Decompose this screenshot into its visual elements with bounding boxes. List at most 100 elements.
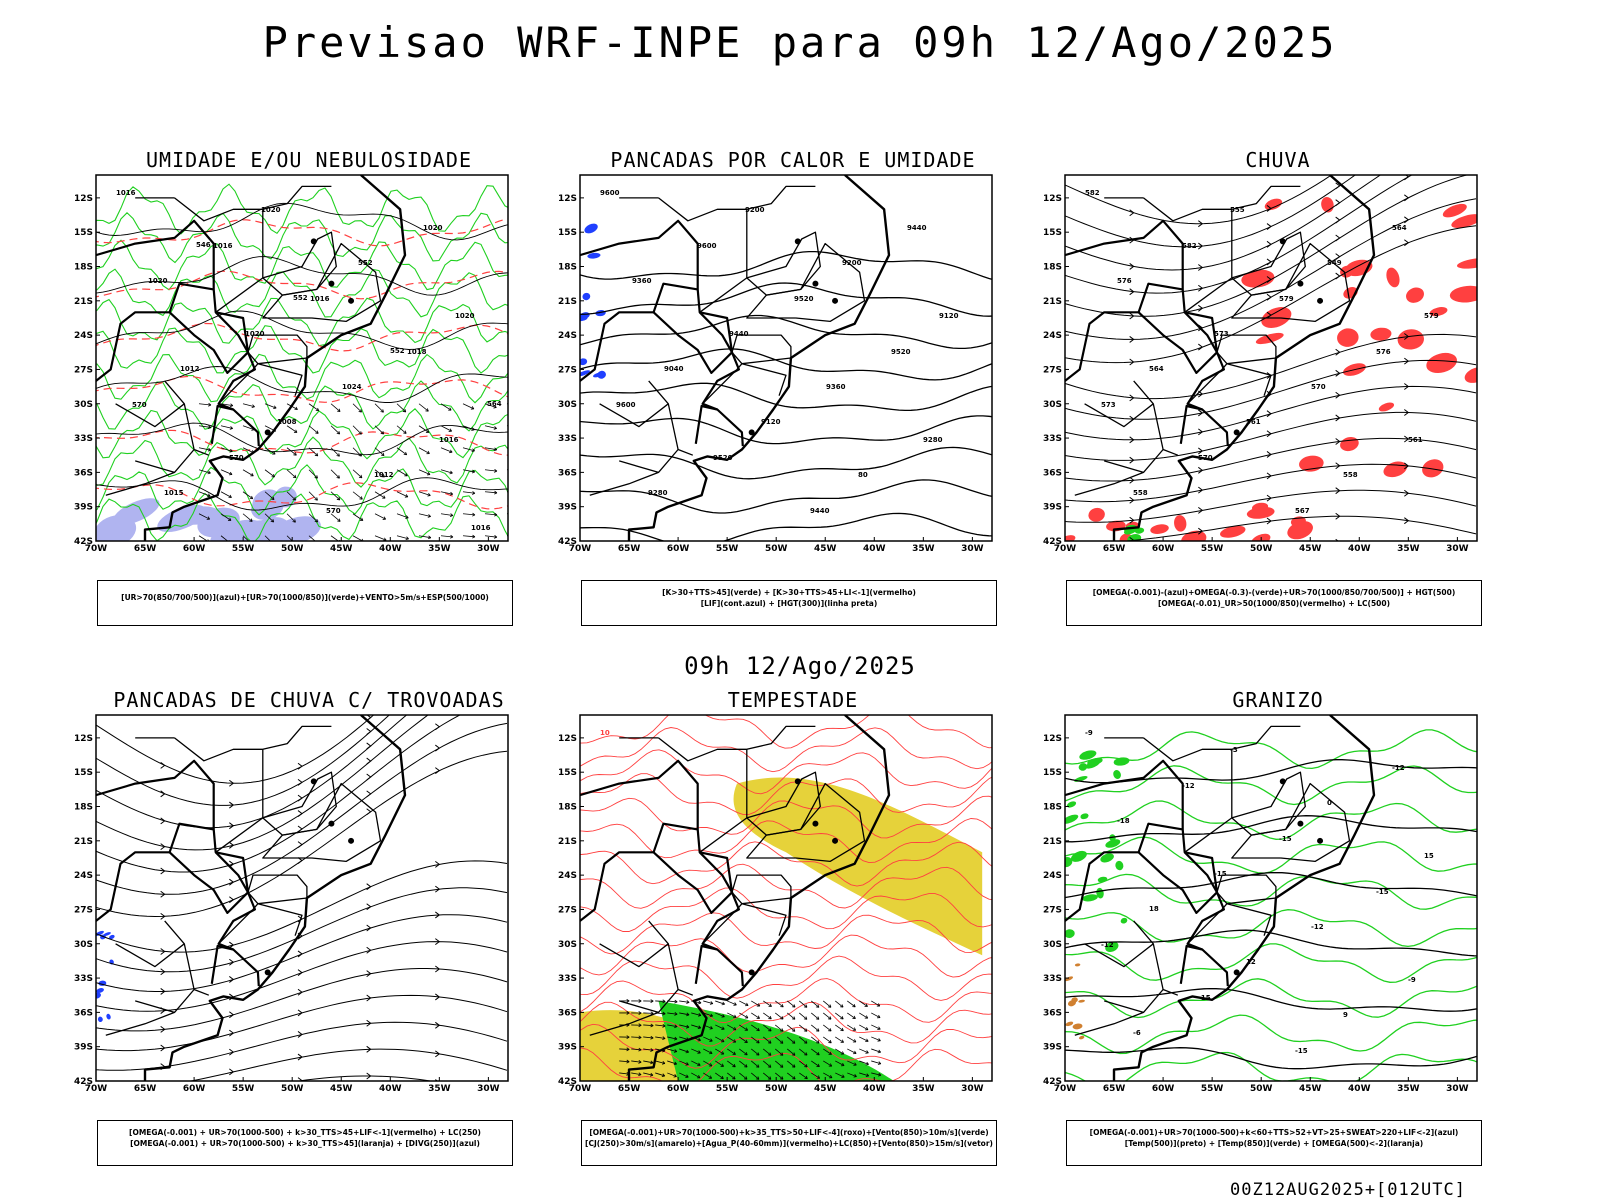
state-border (218, 363, 303, 405)
wind-vector-head (426, 471, 431, 476)
shaded-area (1174, 515, 1187, 532)
wind-vector-head (791, 1040, 796, 1044)
wind-vector-head (779, 1076, 784, 1080)
legend-line-2: [LIF](cont.azul) + [HGT(300)](linha pret… (700, 599, 878, 608)
wind-vector (835, 1072, 845, 1078)
field-layer (96, 715, 508, 1081)
wind-vector (330, 535, 339, 541)
streamline-arrow (1404, 409, 1410, 416)
state-border (1074, 1011, 1144, 1036)
contour-label: 555 (1230, 206, 1245, 214)
streamline-arrow (435, 744, 441, 752)
wind-vector-head (698, 1000, 702, 1005)
wind-vector-head (709, 1050, 713, 1055)
wind-vector (484, 403, 497, 408)
contour-label: 582 (1182, 242, 1197, 250)
lake-mark (328, 820, 335, 827)
wind-vector-head (852, 1027, 857, 1031)
wind-vector-head (336, 453, 340, 457)
contour-label: 576 (1376, 348, 1391, 356)
wind-vector (396, 535, 409, 540)
contour-label: 1020 (423, 224, 443, 232)
contour-label: 9600 (697, 242, 717, 250)
streamline-arrow (366, 970, 372, 978)
wind-vector-head (768, 1003, 772, 1007)
state-border (1187, 903, 1272, 945)
wind-vector-head (768, 1015, 772, 1020)
wind-vector-head (732, 1027, 737, 1031)
wind-vector (715, 1000, 725, 1005)
contour-line (580, 446, 992, 480)
streamline (1065, 333, 1477, 400)
wind-vector-head (315, 430, 319, 434)
state-border (599, 943, 669, 968)
contour-label: 9200 (842, 259, 862, 267)
wind-vector-head (516, 491, 519, 494)
wind-vector-head (381, 452, 385, 457)
streamline (1065, 175, 1382, 271)
wind-vector-head (755, 1076, 760, 1080)
streamline-arrow (229, 1029, 235, 1037)
lat-tick-label: 36S (558, 1008, 577, 1018)
wind-vector (643, 1024, 654, 1027)
wind-vector-head (638, 1023, 642, 1028)
lake-mark (264, 429, 271, 436)
wind-vector (308, 447, 319, 457)
wind-vector-head (493, 404, 497, 409)
streamline-arrow (366, 757, 372, 765)
wind-vector-head (674, 1036, 678, 1041)
lat-tick-label: 39S (1043, 1043, 1062, 1053)
streamline-arrow (1198, 447, 1204, 455)
wind-vector (871, 1072, 882, 1076)
shaded-area (1150, 524, 1169, 534)
contour-line (1065, 1051, 1477, 1081)
lat-tick-label: 36S (1043, 468, 1062, 478)
lon-tick-label: 30W (1446, 1084, 1469, 1094)
wind-vector-head (207, 425, 212, 429)
state-border (1216, 334, 1277, 365)
contour-line (1065, 765, 1477, 806)
wind-vector-head (250, 473, 254, 477)
country-border (698, 851, 733, 893)
wind-vector-head (779, 1052, 784, 1056)
streamline-arrow (297, 950, 303, 958)
panel-legend: [UR>70(850/700/500)](azul)+[UR>70(1000/8… (97, 580, 513, 626)
contour-label: 570 (132, 401, 147, 409)
wind-vector (462, 491, 475, 494)
country-border (1179, 404, 1203, 444)
wind-vector (703, 1036, 713, 1042)
country-border (1137, 282, 1218, 374)
wind-vector-head (315, 407, 320, 412)
lon-tick-label: 35W (1397, 544, 1420, 554)
wind-vector (374, 425, 384, 435)
streamline-arrow (229, 801, 235, 809)
panel-title: PANCADAS DE CHUVA C/ TROVOADAS (113, 688, 505, 712)
wind-vector (619, 1048, 630, 1050)
lat-tick-label: 42S (558, 1077, 577, 1087)
shaded-area (1080, 813, 1089, 820)
lat-tick-label: 12S (74, 734, 93, 744)
wind-vector-head (516, 404, 519, 407)
lat-tick-label: 42S (74, 1077, 93, 1087)
wind-vector-head (755, 1064, 760, 1068)
wind-vector (798, 1000, 808, 1008)
contour-label: -9 (1408, 976, 1416, 984)
wind-vector (859, 1072, 869, 1077)
state-border (702, 903, 787, 945)
wind-vector-head (229, 448, 233, 453)
wind-vector-head (516, 469, 519, 472)
wind-vector (643, 1072, 654, 1076)
streamline-arrow (160, 968, 166, 976)
shaded-area (1065, 535, 1076, 541)
contour-label: 10 (600, 729, 610, 737)
streamline-arrow (1335, 369, 1341, 377)
wind-vector (330, 491, 341, 501)
lat-tick-label: 42S (74, 537, 93, 547)
wind-vector (859, 1000, 868, 1007)
wind-vector-head (380, 409, 384, 413)
wind-vector-head (792, 1064, 796, 1068)
shaded-area (1113, 769, 1121, 779)
wind-vector (750, 1036, 760, 1044)
streamline-arrow (1198, 242, 1204, 250)
shaded-area (1072, 1023, 1083, 1030)
